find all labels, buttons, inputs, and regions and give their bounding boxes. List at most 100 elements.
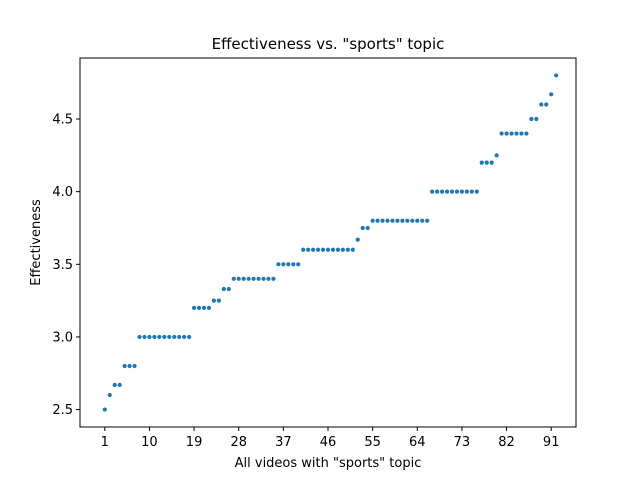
data-point <box>241 276 246 281</box>
x-tick-label: 91 <box>543 435 560 450</box>
data-point <box>340 247 345 252</box>
data-point <box>226 286 231 292</box>
data-point <box>122 363 127 369</box>
x-tick-label: 28 <box>230 435 247 450</box>
data-point <box>435 189 440 194</box>
x-tick-label: 19 <box>186 435 203 450</box>
data-point <box>524 131 529 136</box>
data-point <box>380 218 385 223</box>
data-point <box>355 237 360 242</box>
data-point <box>162 334 167 340</box>
data-point <box>112 382 117 387</box>
data-point <box>335 247 341 252</box>
data-point <box>211 298 217 303</box>
data-point <box>494 153 499 158</box>
y-tick-label: 2.5 <box>52 403 73 418</box>
x-tick-label: 1 <box>101 435 109 450</box>
data-point <box>261 276 266 281</box>
data-point <box>221 286 226 292</box>
data-point <box>167 334 172 340</box>
y-tick-label: 3.5 <box>52 258 73 273</box>
data-point <box>266 276 271 281</box>
data-point <box>534 116 539 122</box>
data-point <box>311 247 316 252</box>
data-point <box>439 189 445 194</box>
y-axis: 2.5 3.0 3.5 4.0 4.5 <box>52 113 80 418</box>
data-point <box>236 276 241 281</box>
data-point <box>152 334 157 340</box>
data-point <box>291 262 296 267</box>
data-point <box>325 247 331 252</box>
chart-title: Effectiveness vs. "sports" topic <box>212 35 445 53</box>
data-point <box>554 73 559 78</box>
data-point <box>345 247 350 252</box>
data-point <box>132 363 137 369</box>
data-point <box>177 334 182 340</box>
data-point <box>246 276 251 281</box>
data-point <box>444 189 450 194</box>
data-point <box>137 334 142 340</box>
y-tick-label: 4.5 <box>52 113 73 128</box>
data-point <box>206 305 212 310</box>
data-point <box>430 189 435 194</box>
data-point <box>350 247 355 252</box>
data-point <box>315 247 321 252</box>
data-point <box>425 218 430 223</box>
x-axis-label: All videos with "sports" topic <box>235 456 422 471</box>
data-point <box>479 160 484 165</box>
x-tick-label: 82 <box>498 435 515 450</box>
data-point <box>296 262 301 267</box>
x-tick-label: 64 <box>409 435 426 450</box>
data-point <box>231 276 236 281</box>
data-point <box>395 218 400 223</box>
x-tick-label: 37 <box>275 435 292 450</box>
data-point <box>360 225 365 231</box>
data-point <box>286 262 291 267</box>
plot-area <box>79 57 577 428</box>
data-point <box>271 276 276 281</box>
data-point <box>172 334 177 340</box>
x-tick-label: 10 <box>141 435 158 450</box>
data-point <box>187 334 192 340</box>
data-point <box>182 334 187 340</box>
y-axis-label: Effectiveness <box>29 199 44 286</box>
data-point <box>489 160 494 165</box>
data-point <box>514 131 519 136</box>
data-point <box>102 407 107 412</box>
data-point <box>306 247 311 252</box>
data-point <box>405 218 410 223</box>
x-tick-label: 55 <box>364 435 381 450</box>
data-point <box>127 363 132 369</box>
data-point <box>320 247 326 252</box>
data-point <box>484 160 489 165</box>
data-point <box>370 218 375 223</box>
data-point <box>415 218 420 223</box>
data-point <box>544 102 549 107</box>
data-point <box>469 189 474 194</box>
x-axis: 1 10 19 28 37 46 55 64 73 82 91 <box>101 427 560 450</box>
data-point <box>216 298 221 303</box>
data-point <box>301 247 306 252</box>
data-point <box>400 218 405 223</box>
data-point <box>519 131 524 136</box>
data-point <box>385 218 390 223</box>
data-point <box>256 276 261 281</box>
data-point <box>107 392 112 398</box>
data-point <box>281 262 286 267</box>
data-point <box>410 218 415 223</box>
y-tick-label: 4.0 <box>52 185 73 200</box>
data-point <box>191 305 197 310</box>
data-point <box>459 189 465 194</box>
data-point <box>157 334 162 340</box>
data-point <box>251 276 256 281</box>
data-point <box>147 334 152 340</box>
data-point <box>117 382 122 387</box>
data-point <box>474 189 479 194</box>
data-point <box>365 225 370 231</box>
data-point <box>504 131 509 136</box>
data-point <box>201 305 207 310</box>
data-point <box>539 102 544 107</box>
data-point <box>142 334 147 340</box>
y-tick-label: 3.0 <box>52 330 73 345</box>
